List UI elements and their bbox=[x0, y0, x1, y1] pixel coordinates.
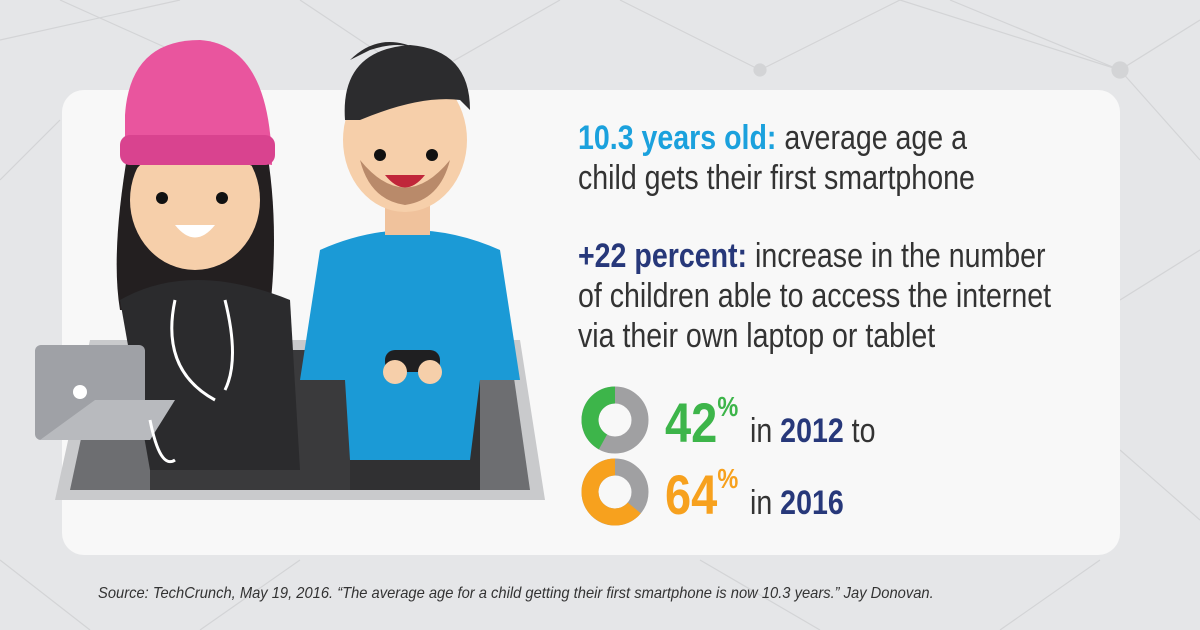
percent-unit: % bbox=[717, 463, 739, 494]
prefix: in bbox=[750, 412, 773, 450]
stat: 10.3 years old: average age a child gets… bbox=[578, 118, 975, 198]
illustration bbox=[35, 40, 545, 500]
year: 2012 bbox=[780, 412, 844, 450]
percent-value: 42 bbox=[665, 391, 718, 454]
stat-text: average age a bbox=[784, 119, 968, 157]
stat-text: child gets their first smartphone bbox=[578, 159, 975, 197]
donut-segment bbox=[581, 458, 641, 526]
year: 2016 bbox=[780, 484, 844, 522]
donut-label: 42% in 2012 to bbox=[665, 390, 875, 455]
source-note: Source: TechCrunch, May 19, 2016. “The a… bbox=[98, 585, 934, 602]
percent-value: 64 bbox=[665, 463, 718, 526]
prefix: in bbox=[750, 484, 773, 522]
donut-segment bbox=[581, 386, 616, 450]
stat-text: via their own laptop or tablet bbox=[578, 317, 936, 355]
percent-unit: % bbox=[717, 391, 739, 422]
donut-charts bbox=[581, 386, 649, 526]
stat-text: increase in the number bbox=[755, 237, 1046, 275]
stat: +22 percent: increase in the number of c… bbox=[578, 236, 1051, 356]
stat-highlight: 10.3 years old: bbox=[578, 119, 777, 157]
donut-label: 64% in 2016 bbox=[665, 462, 844, 527]
suffix: to bbox=[851, 412, 876, 450]
stat-text: of children able to access the internet bbox=[578, 277, 1052, 315]
stat-highlight: +22 percent: bbox=[578, 237, 748, 275]
